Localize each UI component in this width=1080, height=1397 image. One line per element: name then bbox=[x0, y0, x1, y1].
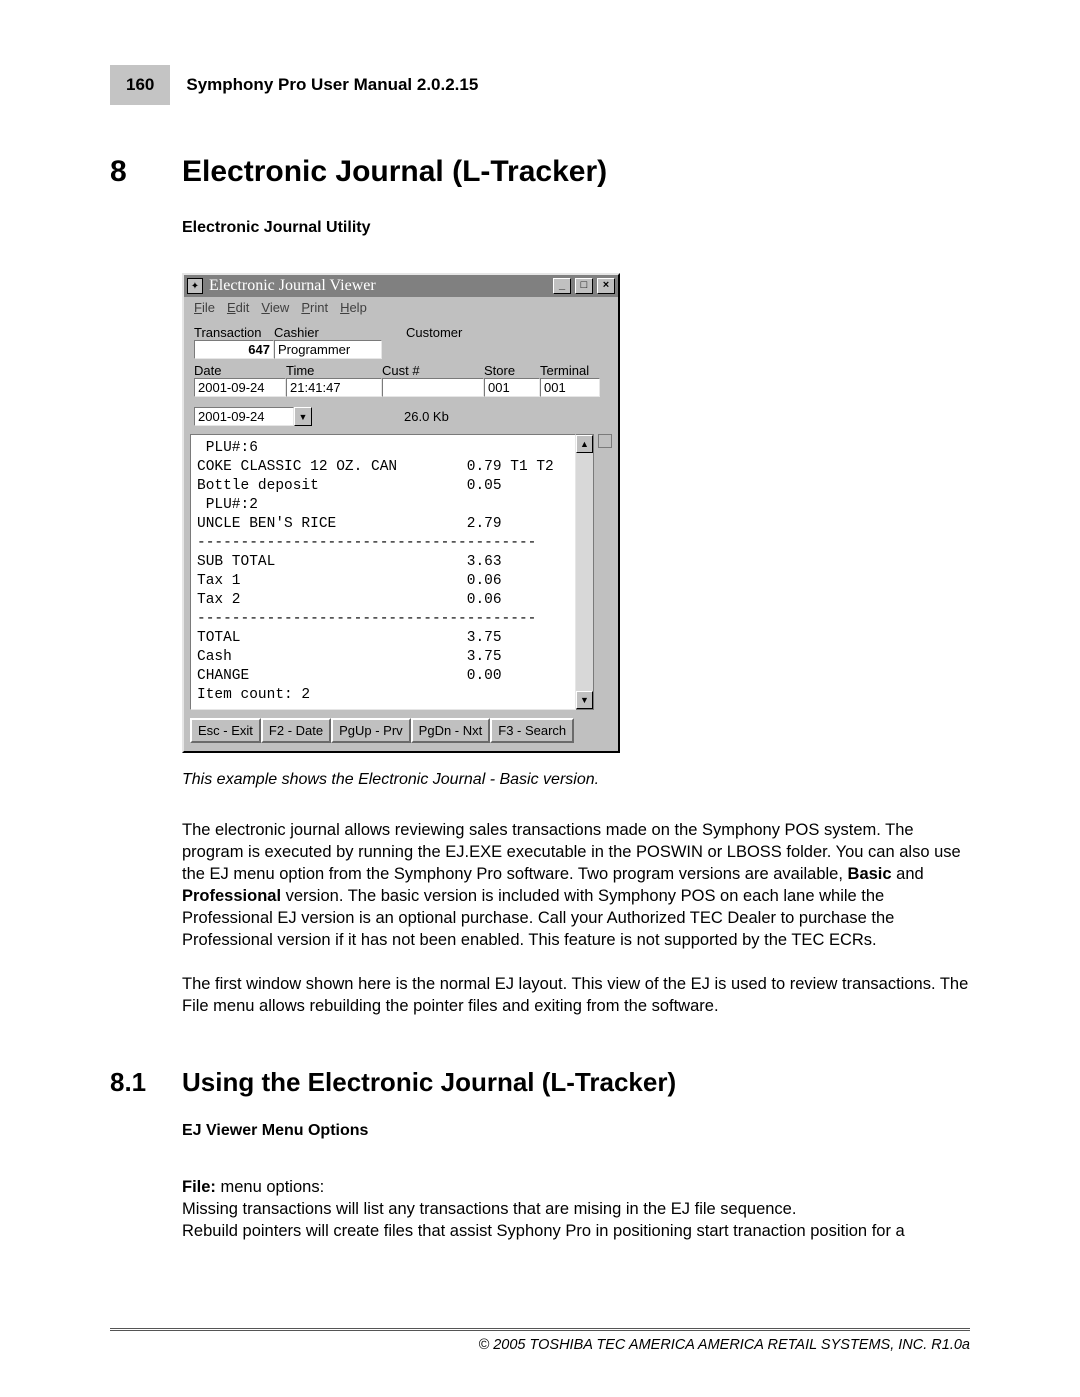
subheading-ej-menu: EJ Viewer Menu Options bbox=[182, 1122, 970, 1140]
label-terminal: Terminal bbox=[540, 363, 600, 378]
section-title: Using the Electronic Journal (L-Tracker) bbox=[182, 1067, 676, 1098]
label-store: Store bbox=[484, 363, 540, 378]
esc-exit-button[interactable]: Esc - Exit bbox=[190, 718, 261, 743]
scroll-down-icon[interactable]: ▼ bbox=[576, 691, 593, 709]
page-number: 160 bbox=[110, 65, 170, 105]
chapter-title: Electronic Journal (L-Tracker) bbox=[182, 155, 607, 189]
pgup-prev-button[interactable]: PgUp - Prv bbox=[331, 718, 411, 743]
subheading-ej-utility: Electronic Journal Utility bbox=[182, 219, 970, 237]
maximize-button[interactable]: □ bbox=[575, 278, 593, 294]
screenshot-container: ✦ Electronic Journal Viewer _ □ × File E… bbox=[182, 273, 970, 753]
chapter-heading: 8 Electronic Journal (L-Tracker) bbox=[110, 155, 970, 189]
paragraph-2: The first window shown here is the norma… bbox=[182, 973, 970, 1017]
close-button[interactable]: × bbox=[597, 278, 615, 294]
label-cashier: Cashier bbox=[274, 325, 382, 340]
f3-search-button[interactable]: F3 - Search bbox=[490, 718, 574, 743]
side-handle bbox=[598, 434, 612, 710]
label-date: Date bbox=[194, 363, 286, 378]
field-date[interactable]: 2001-09-24 bbox=[194, 378, 286, 397]
menu-file[interactable]: File bbox=[194, 300, 215, 315]
field-transaction[interactable]: 647 bbox=[194, 340, 274, 359]
menu-edit[interactable]: Edit bbox=[227, 300, 249, 315]
field-cust[interactable] bbox=[382, 378, 484, 397]
menu-print[interactable]: Print bbox=[301, 300, 328, 315]
field-time[interactable]: 21:41:47 bbox=[286, 378, 382, 397]
pgdn-next-button[interactable]: PgDn - Nxt bbox=[411, 718, 491, 743]
menubar: File Edit View Print Help bbox=[184, 297, 618, 319]
minimize-button[interactable]: _ bbox=[553, 278, 571, 294]
field-store[interactable]: 001 bbox=[484, 378, 540, 397]
handle-knob bbox=[598, 434, 612, 448]
chevron-down-icon[interactable]: ▼ bbox=[294, 407, 312, 426]
window-title: Electronic Journal Viewer bbox=[207, 277, 549, 295]
label-cust: Cust # bbox=[382, 363, 484, 378]
date-combo[interactable]: 2001-09-24 ▼ bbox=[194, 407, 312, 426]
page-header: 160 Symphony Pro User Manual 2.0.2.15 bbox=[110, 65, 970, 105]
paragraph-3: File: menu options: Missing transactions… bbox=[182, 1176, 970, 1242]
app-icon: ✦ bbox=[187, 278, 203, 294]
paragraph-1: The electronic journal allows reviewing … bbox=[182, 819, 970, 951]
journal-area: PLU#:6 COKE CLASSIC 12 OZ. CAN 0.79 T1 T… bbox=[190, 434, 612, 710]
chapter-number: 8 bbox=[110, 155, 182, 189]
manual-page: 160 Symphony Pro User Manual 2.0.2.15 8 … bbox=[0, 0, 1080, 1397]
doc-title: Symphony Pro User Manual 2.0.2.15 bbox=[186, 75, 478, 95]
scroll-up-icon[interactable]: ▲ bbox=[576, 435, 593, 453]
vertical-scrollbar[interactable]: ▲ ▼ bbox=[576, 434, 594, 710]
ej-viewer-window: ✦ Electronic Journal Viewer _ □ × File E… bbox=[182, 273, 620, 753]
journal-text[interactable]: PLU#:6 COKE CLASSIC 12 OZ. CAN 0.79 T1 T… bbox=[190, 434, 576, 710]
date-combo-value: 2001-09-24 bbox=[194, 407, 294, 426]
label-customer: Customer bbox=[406, 325, 500, 340]
menu-help[interactable]: Help bbox=[340, 300, 367, 315]
titlebar[interactable]: ✦ Electronic Journal Viewer _ □ × bbox=[184, 275, 618, 297]
button-bar: Esc - Exit F2 - Date PgUp - Prv PgDn - N… bbox=[184, 710, 618, 751]
page-footer: © 2005 TOSHIBA TEC AMERICA AMERICA RETAI… bbox=[110, 1328, 970, 1353]
section-heading: 8.1 Using the Electronic Journal (L-Trac… bbox=[110, 1067, 970, 1098]
menu-view[interactable]: View bbox=[261, 300, 289, 315]
label-time: Time bbox=[286, 363, 382, 378]
f2-date-button[interactable]: F2 - Date bbox=[261, 718, 331, 743]
file-size-label: 26.0 Kb bbox=[404, 409, 449, 424]
section-number: 8.1 bbox=[110, 1067, 182, 1098]
field-cashier[interactable]: Programmer bbox=[274, 340, 382, 359]
label-transaction: Transaction bbox=[194, 325, 274, 340]
fields-area: Transaction 647 Cashier Programmer Custo… bbox=[184, 319, 618, 434]
figure-caption: This example shows the Electronic Journa… bbox=[182, 771, 970, 789]
field-terminal[interactable]: 001 bbox=[540, 378, 600, 397]
